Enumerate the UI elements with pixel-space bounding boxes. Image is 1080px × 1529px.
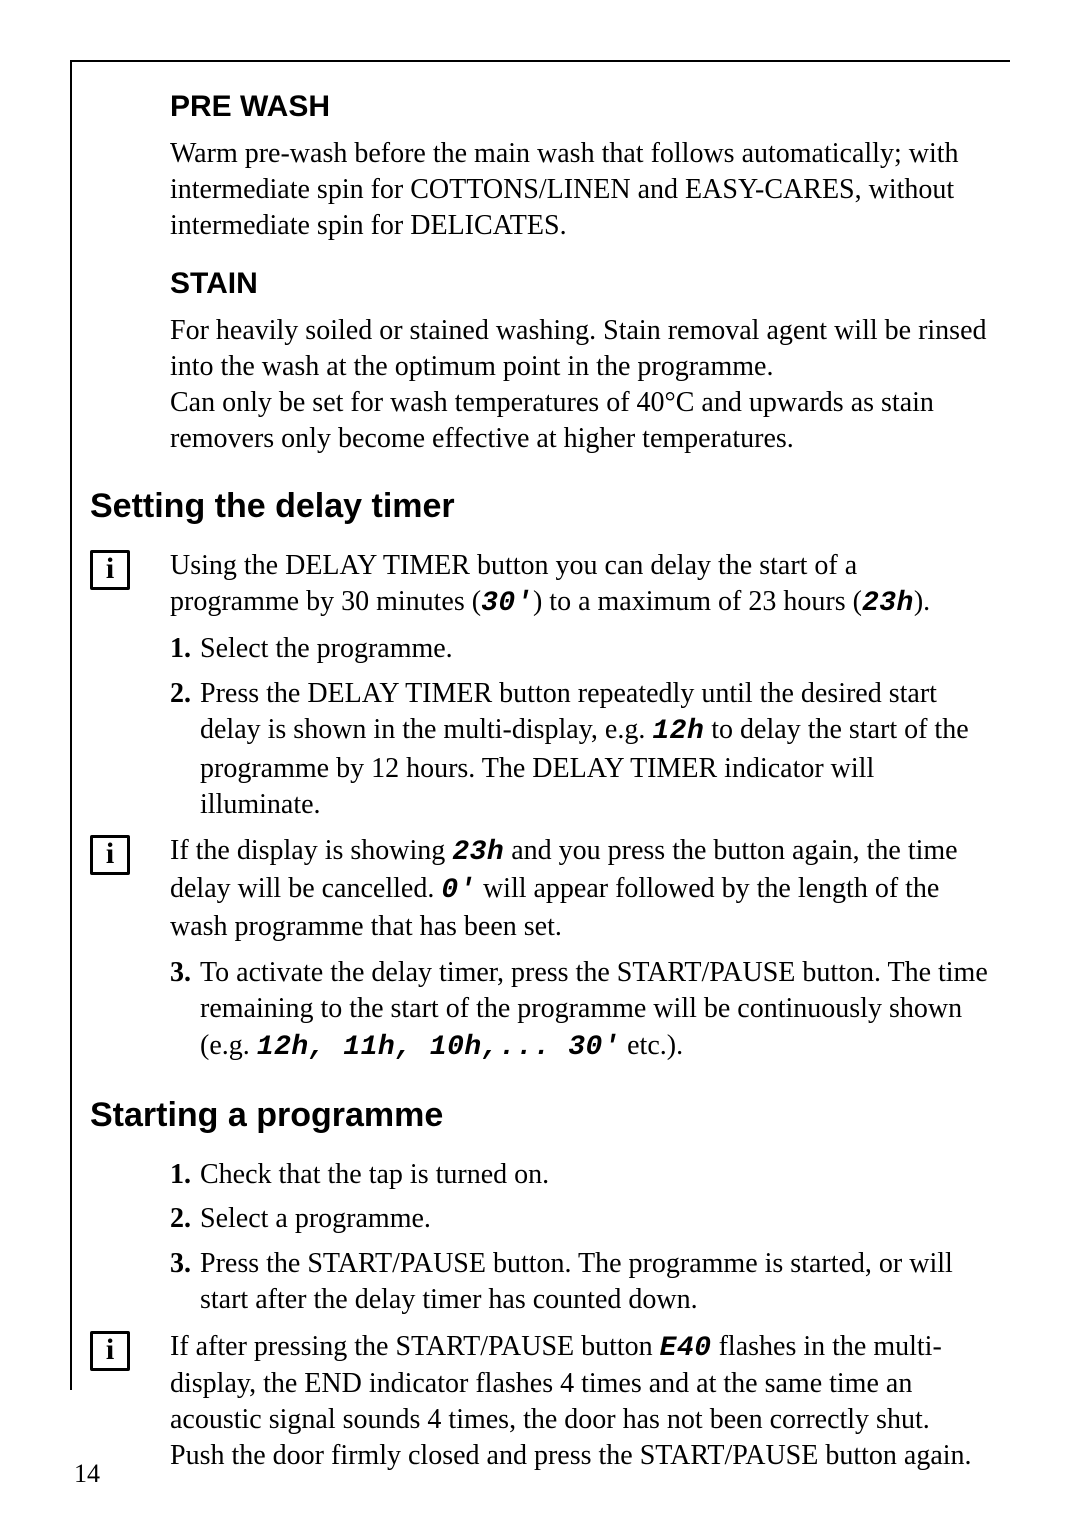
seg-0min: 0' — [441, 875, 476, 906]
gutter: i — [90, 548, 170, 590]
page-content: PRE WASH Warm pre-wash before the main w… — [90, 90, 990, 1498]
delay-intro-text: Using the DELAY TIMER button you can del… — [170, 548, 990, 622]
info-icon: i — [90, 835, 130, 875]
list-num-1: 1. — [170, 1157, 200, 1193]
start-step-1: 1. Check that the tap is turned on. — [170, 1157, 990, 1193]
delay-step-1-text: Select the programme. — [200, 631, 990, 667]
seg-12h: 12h — [652, 716, 704, 747]
section-start-programme: Starting a programme 1. Check that the t… — [90, 1096, 990, 1474]
section-delay-timer: Setting the delay timer i Using the DELA… — [90, 487, 990, 1066]
delay-step-2: 2. Press the DELAY TIMER button repeated… — [170, 676, 990, 824]
list-num-2: 2. — [170, 676, 200, 824]
seg-23h: 23h — [862, 588, 914, 619]
info-icon: i — [90, 1331, 130, 1371]
start-steps: 1. Check that the tap is turned on. 2. S… — [90, 1157, 990, 1319]
delay-note-row: i If the display is showing 23h and you … — [90, 833, 990, 944]
stain-body-1: For heavily soiled or stained washing. S… — [90, 313, 990, 385]
seg-23h-note: 23h — [452, 837, 504, 868]
heading-stain: STAIN — [90, 267, 990, 301]
section-prewash: PRE WASH Warm pre-wash before the main w… — [90, 90, 990, 243]
delay-intro-b: ) to a maximum of 23 hours ( — [533, 586, 862, 617]
start-step-2-text: Select a programme. — [200, 1201, 990, 1237]
start-step-1-text: Check that the tap is turned on. — [200, 1157, 990, 1193]
delay-intro-c: ). — [914, 586, 930, 617]
stain-body-2: Can only be set for wash temperatures of… — [90, 385, 990, 457]
list-num-3: 3. — [170, 1246, 200, 1319]
start-step-3: 3. Press the START/PAUSE button. The pro… — [170, 1246, 990, 1319]
delay-step-1: 1. Select the programme. — [170, 631, 990, 667]
seg-countdown: 12h, 11h, 10h,... 30' — [257, 1032, 620, 1063]
heading-delay-timer: Setting the delay timer — [90, 487, 990, 526]
delay-note-a: If the display is showing — [170, 835, 452, 866]
seg-e40: E40 — [660, 1333, 712, 1364]
delay-step-3-text: To activate the delay timer, press the S… — [200, 955, 990, 1066]
info-icon: i — [90, 550, 130, 590]
seg-30min: 30' — [481, 588, 533, 619]
delay-intro-row: i Using the DELAY TIMER button you can d… — [90, 548, 990, 622]
delay-step-2-text: Press the DELAY TIMER button repeatedly … — [200, 676, 990, 824]
list-num-3: 3. — [170, 955, 200, 1066]
page-number: 14 — [74, 1459, 100, 1489]
start-note-row: i If after pressing the START/PAUSE butt… — [90, 1329, 990, 1474]
start-step-2: 2. Select a programme. — [170, 1201, 990, 1237]
prewash-body: Warm pre-wash before the main wash that … — [90, 136, 990, 243]
delay-step3-b: etc.). — [620, 1030, 683, 1061]
heading-start-programme: Starting a programme — [90, 1096, 990, 1135]
start-note-text: If after pressing the START/PAUSE button… — [170, 1329, 990, 1474]
delay-steps-1-2: 1. Select the programme. 2. Press the DE… — [90, 631, 990, 823]
heading-prewash: PRE WASH — [90, 90, 990, 124]
delay-note-text: If the display is showing 23h and you pr… — [170, 833, 990, 944]
gutter: i — [90, 833, 170, 875]
delay-steps-3: 3. To activate the delay timer, press th… — [90, 955, 990, 1066]
section-stain: STAIN For heavily soiled or stained wash… — [90, 267, 990, 456]
list-num-2: 2. — [170, 1201, 200, 1237]
gutter: i — [90, 1329, 170, 1371]
delay-step-3: 3. To activate the delay timer, press th… — [170, 955, 990, 1066]
start-note-a: If after pressing the START/PAUSE button — [170, 1331, 660, 1362]
list-num-1: 1. — [170, 631, 200, 667]
start-step-3-text: Press the START/PAUSE button. The progra… — [200, 1246, 990, 1319]
